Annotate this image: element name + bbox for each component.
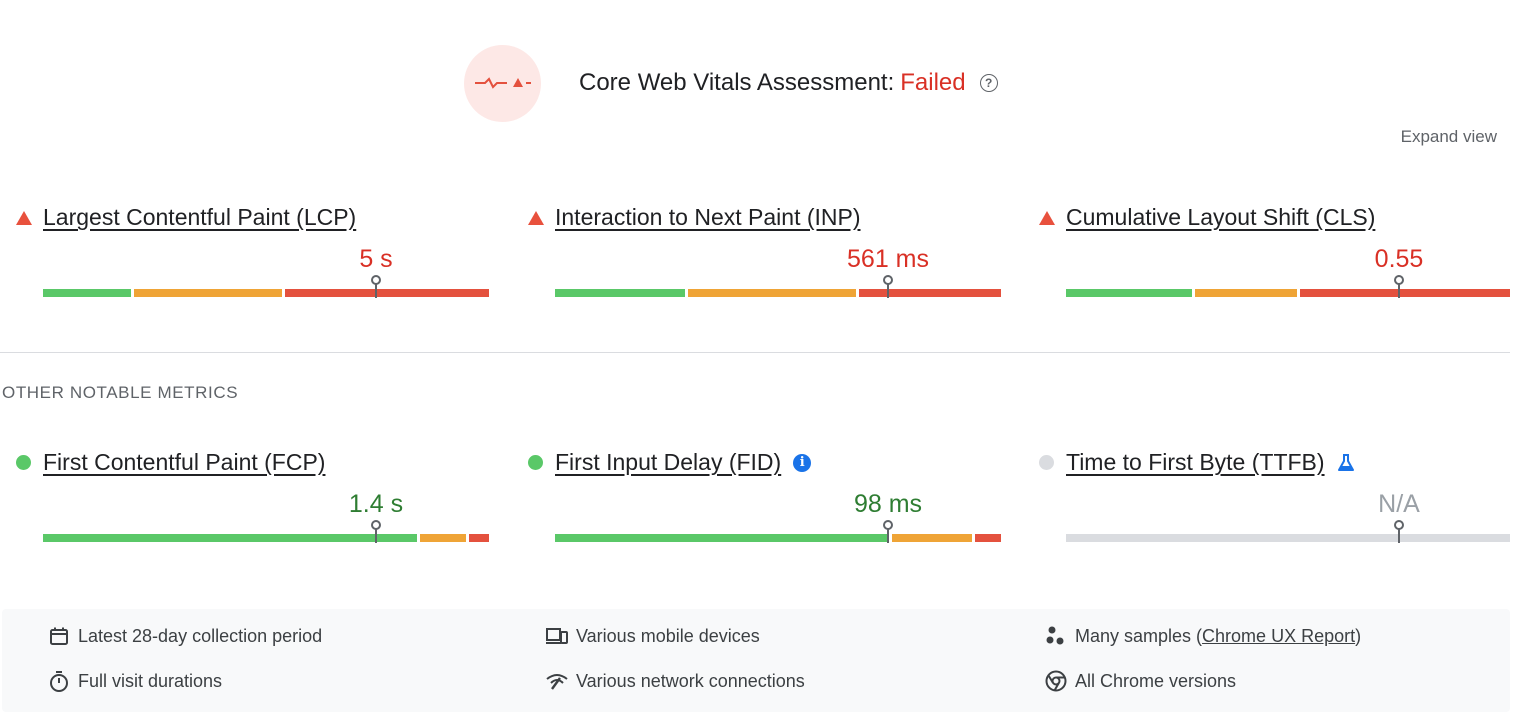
distribution-bar: [555, 534, 1001, 542]
collection-period: Latest 28-day collection period: [48, 625, 322, 647]
devices-text: Various mobile devices: [576, 625, 760, 646]
chrome-icon: [1045, 670, 1067, 692]
chrome-ux-report-link[interactable]: Chrome UX Report: [1202, 625, 1356, 646]
red-triangle-icon: [1039, 210, 1055, 225]
devices: Various mobile devices: [546, 625, 760, 647]
visit-durations-text: Full visit durations: [78, 670, 223, 691]
calendar-icon: [48, 625, 70, 647]
distribution-bar: [1066, 289, 1510, 297]
network-text: Various network connections: [576, 670, 805, 691]
metric-link-fid[interactable]: First Input Delay (FID): [555, 449, 782, 475]
metric-name-row: First Contentful Paint (FCP): [16, 449, 326, 476]
chrome-versions: All Chrome versions: [1045, 670, 1236, 692]
metric-name-row: Cumulative Layout Shift (CLS): [1039, 204, 1376, 231]
metric-fcp: First Contentful Paint (FCP) 1.4 s: [16, 449, 489, 549]
green-dot-icon: [528, 455, 543, 470]
bar-needs-improvement: [1195, 289, 1297, 297]
metric-value: 98 ms: [853, 490, 923, 518]
devices-icon: [546, 625, 568, 647]
samples-text-suffix: ): [1355, 625, 1362, 646]
flask-icon[interactable]: [1337, 453, 1355, 473]
metric-link-cls[interactable]: Cumulative Layout Shift (CLS): [1066, 204, 1376, 230]
red-triangle-icon: [528, 210, 544, 225]
metric-value: 5 s: [359, 245, 393, 273]
metric-value: 1.4 s: [348, 490, 404, 518]
metric-link-lcp[interactable]: Largest Contentful Paint (LCP): [43, 204, 357, 230]
green-dot-icon: [16, 455, 31, 470]
metric-link-inp[interactable]: Interaction to Next Paint (INP): [555, 204, 861, 230]
data-info-footer: Latest 28-day collection period Full vis…: [2, 609, 1510, 712]
failed-vitals-icon: [464, 44, 541, 122]
bar-needs-improvement: [688, 289, 856, 297]
bar-poor: [859, 289, 1001, 297]
distribution-bar: [43, 289, 489, 297]
section-divider: [0, 352, 1510, 353]
bar-poor: [1300, 289, 1510, 297]
samples-icon: [1045, 625, 1067, 647]
visit-durations: Full visit durations: [48, 670, 222, 692]
chrome-versions-text: All Chrome versions: [1075, 670, 1237, 691]
bar-good: [555, 289, 685, 297]
timer-icon: [48, 670, 70, 692]
metric-link-fcp[interactable]: First Contentful Paint (FCP): [43, 449, 326, 475]
help-icon[interactable]: ?: [979, 74, 998, 92]
metric-ttfb: Time to First Byte (TTFB) N/A: [1039, 449, 1510, 549]
metric-value: N/A: [1378, 490, 1420, 518]
samples: Many samples (Chrome UX Report): [1045, 625, 1361, 647]
bar-needs-improvement: [892, 534, 972, 542]
bar-poor: [469, 534, 489, 542]
distribution-bar: [555, 289, 1001, 297]
bar-good: [1066, 289, 1192, 297]
assessment-status: Failed: [900, 69, 966, 96]
p75-marker: [371, 520, 381, 543]
bar-needs-improvement: [134, 289, 282, 297]
metric-cls: Cumulative Layout Shift (CLS) 0.55: [1039, 204, 1510, 304]
metric-name-row: Interaction to Next Paint (INP): [528, 204, 861, 231]
assessment-header: Core Web Vitals Assessment: Failed ?: [464, 44, 998, 122]
network-icon: [546, 670, 568, 692]
metric-lcp: Largest Contentful Paint (LCP) 5 s: [16, 204, 489, 304]
bar-poor: [285, 289, 489, 297]
bar-good: [43, 289, 131, 297]
collection-period-text: Latest 28-day collection period: [78, 625, 323, 646]
p75-marker: [371, 275, 381, 298]
metric-value: 0.55: [1374, 245, 1424, 273]
bar-no-data: [1066, 534, 1510, 542]
metric-value: 561 ms: [847, 245, 929, 273]
metric-name-row: Time to First Byte (TTFB): [1039, 449, 1355, 476]
metric-name-row: First Input Delay (FID) i: [528, 449, 812, 476]
p75-marker: [883, 275, 893, 298]
metric-fid: First Input Delay (FID) i 98 ms: [528, 449, 1001, 549]
p75-marker: [1394, 275, 1404, 298]
bar-needs-improvement: [420, 534, 466, 542]
bar-good: [555, 534, 889, 542]
metric-inp: Interaction to Next Paint (INP) 561 ms: [528, 204, 1001, 304]
red-triangle-icon: [16, 210, 32, 225]
p75-marker: [883, 520, 893, 543]
expand-view-button[interactable]: Expand view: [1400, 127, 1497, 146]
bar-good: [43, 534, 417, 542]
distribution-bar: [43, 534, 489, 542]
bar-poor: [975, 534, 1001, 542]
distribution-bar: [1066, 534, 1510, 542]
gray-dot-icon: [1039, 455, 1054, 470]
network: Various network connections: [546, 670, 805, 692]
metric-name-row: Largest Contentful Paint (LCP): [16, 204, 357, 231]
samples-text-prefix: Many samples (: [1075, 625, 1203, 646]
p75-marker: [1394, 520, 1404, 543]
other-metrics-heading: OTHER NOTABLE METRICS: [2, 383, 239, 402]
info-icon[interactable]: i: [793, 453, 812, 472]
assessment-title: Core Web Vitals Assessment: Failed ?: [579, 69, 998, 97]
metric-link-ttfb[interactable]: Time to First Byte (TTFB): [1066, 449, 1325, 475]
assessment-title-text: Core Web Vitals Assessment:: [579, 69, 895, 96]
